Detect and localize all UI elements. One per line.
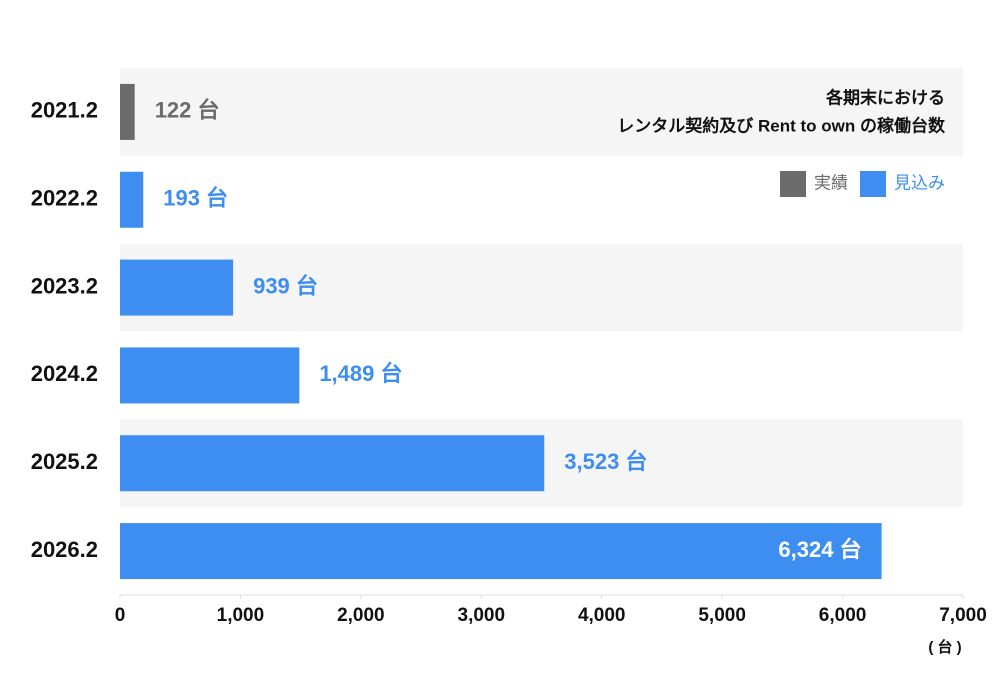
value-label: 193 台 <box>163 186 228 211</box>
bar <box>120 347 300 404</box>
bar <box>120 435 545 492</box>
value-label: 939 台 <box>253 273 318 298</box>
y-tick-label: 2022.2 <box>31 186 98 211</box>
row-band <box>120 243 963 332</box>
y-tick-label: 2026.2 <box>31 537 98 562</box>
x-tick-label: 6,000 <box>819 605 867 626</box>
legend-label: 見込み <box>894 173 945 192</box>
x-tick-label: 1,000 <box>217 605 265 626</box>
x-unit: ( 台 ) <box>928 638 961 656</box>
y-tick-label: 2021.2 <box>31 98 98 123</box>
y-tick-label: 2024.2 <box>31 361 98 386</box>
value-label: 1,489 台 <box>319 361 402 386</box>
row-band <box>120 68 963 156</box>
bar <box>120 171 144 228</box>
x-tick-label: 2,000 <box>337 605 385 626</box>
value-label: 3,523 台 <box>564 449 647 474</box>
legend-swatch <box>860 171 886 197</box>
x-tick-label: 3,000 <box>458 605 506 626</box>
bar <box>120 83 135 140</box>
value-label: 122 台 <box>155 98 220 123</box>
x-tick-label: 0 <box>115 605 126 626</box>
bar <box>120 259 234 316</box>
y-tick-label: 2023.2 <box>31 273 98 298</box>
chart-title: レンタル契約及び Rent to own の稼働台数 <box>617 115 946 135</box>
legend-label: 実績 <box>814 173 848 192</box>
chart-title: 各期末における <box>825 87 945 107</box>
value-label: 6,324 台 <box>778 537 861 562</box>
bar <box>120 523 882 580</box>
x-tick-label: 4,000 <box>578 605 626 626</box>
x-tick-label: 5,000 <box>698 605 746 626</box>
x-tick-label: 7,000 <box>939 605 987 626</box>
y-tick-label: 2025.2 <box>31 449 98 474</box>
legend-swatch <box>780 171 806 197</box>
